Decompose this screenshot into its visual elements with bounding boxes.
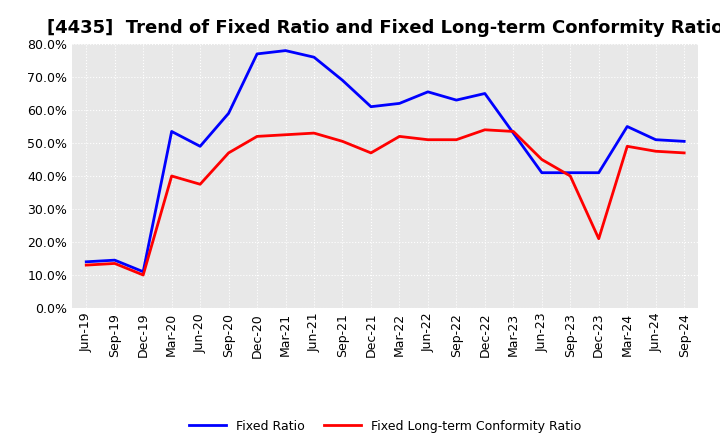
Fixed Long-term Conformity Ratio xyxy=(196,182,204,187)
Fixed Ratio xyxy=(595,170,603,175)
Fixed Long-term Conformity Ratio xyxy=(366,150,375,156)
Fixed Long-term Conformity Ratio xyxy=(423,137,432,142)
Fixed Ratio xyxy=(509,130,518,136)
Fixed Long-term Conformity Ratio xyxy=(623,143,631,149)
Fixed Ratio xyxy=(566,170,575,175)
Fixed Long-term Conformity Ratio xyxy=(338,139,347,144)
Title: [4435]  Trend of Fixed Ratio and Fixed Long-term Conformity Ratio: [4435] Trend of Fixed Ratio and Fixed Lo… xyxy=(47,19,720,37)
Fixed Ratio xyxy=(167,129,176,134)
Fixed Ratio xyxy=(452,97,461,103)
Fixed Long-term Conformity Ratio xyxy=(595,236,603,241)
Fixed Ratio xyxy=(395,101,404,106)
Fixed Ratio xyxy=(366,104,375,109)
Fixed Long-term Conformity Ratio xyxy=(395,134,404,139)
Fixed Long-term Conformity Ratio xyxy=(82,262,91,268)
Fixed Long-term Conformity Ratio xyxy=(452,137,461,142)
Fixed Long-term Conformity Ratio xyxy=(680,150,688,156)
Fixed Ratio xyxy=(225,110,233,116)
Fixed Ratio xyxy=(680,139,688,144)
Line: Fixed Ratio: Fixed Ratio xyxy=(86,51,684,271)
Fixed Long-term Conformity Ratio xyxy=(139,272,148,278)
Fixed Long-term Conformity Ratio xyxy=(282,132,290,137)
Fixed Ratio xyxy=(310,55,318,60)
Fixed Ratio xyxy=(537,170,546,175)
Fixed Ratio xyxy=(196,143,204,149)
Fixed Long-term Conformity Ratio xyxy=(537,157,546,162)
Fixed Ratio xyxy=(480,91,489,96)
Fixed Long-term Conformity Ratio xyxy=(509,129,518,134)
Fixed Ratio xyxy=(652,137,660,142)
Fixed Ratio xyxy=(82,259,91,264)
Fixed Long-term Conformity Ratio xyxy=(566,173,575,179)
Fixed Long-term Conformity Ratio xyxy=(225,150,233,156)
Legend: Fixed Ratio, Fixed Long-term Conformity Ratio: Fixed Ratio, Fixed Long-term Conformity … xyxy=(184,414,587,437)
Fixed Long-term Conformity Ratio xyxy=(110,261,119,266)
Fixed Ratio xyxy=(338,77,347,83)
Fixed Ratio xyxy=(253,51,261,56)
Fixed Ratio xyxy=(110,257,119,263)
Fixed Ratio xyxy=(623,124,631,129)
Fixed Long-term Conformity Ratio xyxy=(310,130,318,136)
Line: Fixed Long-term Conformity Ratio: Fixed Long-term Conformity Ratio xyxy=(86,130,684,275)
Fixed Long-term Conformity Ratio xyxy=(167,173,176,179)
Fixed Ratio xyxy=(139,269,148,275)
Fixed Long-term Conformity Ratio xyxy=(652,149,660,154)
Fixed Long-term Conformity Ratio xyxy=(480,127,489,132)
Fixed Long-term Conformity Ratio xyxy=(253,134,261,139)
Fixed Ratio xyxy=(282,48,290,53)
Fixed Ratio xyxy=(423,89,432,95)
